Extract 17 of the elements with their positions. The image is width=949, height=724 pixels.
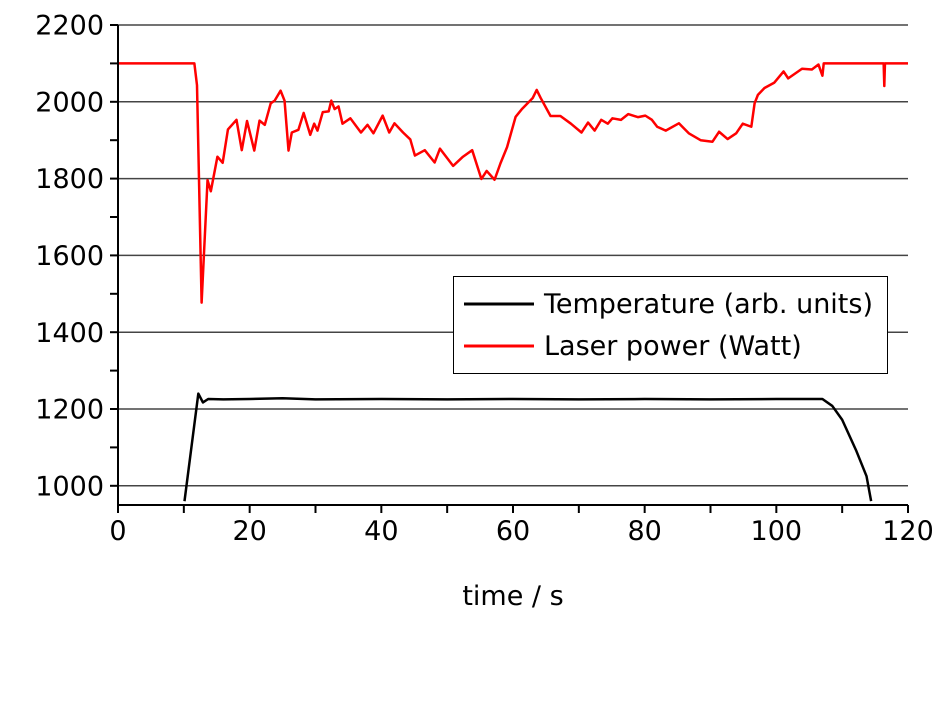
y-tick-label: 1600: [35, 240, 104, 272]
x-tick-label: 100: [750, 516, 802, 548]
y-tick-label: 2000: [35, 87, 104, 118]
y-tick-label: 2200: [35, 10, 104, 42]
y-tick-label: 1000: [35, 471, 104, 502]
x-tick-label: 20: [232, 516, 267, 548]
legend-label: Temperature (arb. units): [544, 288, 873, 320]
x-axis-title: time / s: [462, 581, 564, 612]
y-tick-label: 1800: [35, 164, 104, 196]
x-tick-label: 0: [109, 516, 127, 548]
y-tick-label: 1400: [35, 318, 104, 349]
x-tick-label: 80: [627, 516, 662, 548]
legend-label: Laser power (Watt): [544, 330, 802, 362]
x-tick-label: 120: [882, 516, 934, 548]
y-tick-label: 1200: [35, 394, 104, 426]
x-tick-label: 60: [496, 516, 530, 548]
x-tick-label: 40: [364, 516, 399, 548]
